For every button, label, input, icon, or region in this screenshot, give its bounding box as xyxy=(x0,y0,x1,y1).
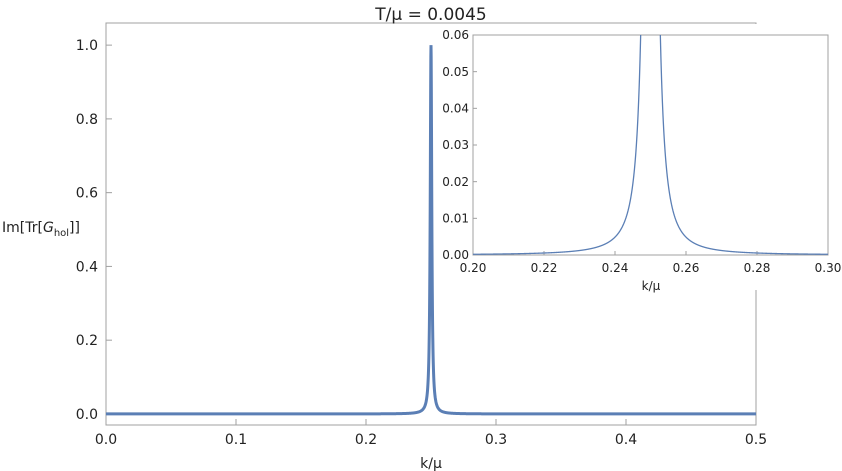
main-x-tick-label: 0.5 xyxy=(745,432,767,448)
inset-x-tick-label: 0.20 xyxy=(460,261,487,275)
inset-y-tick-label: 0.01 xyxy=(442,212,469,226)
main-y-axis-label: Im[Tr[Ghol]] xyxy=(2,220,80,239)
inset-y-tick-label: 0.04 xyxy=(442,102,469,116)
main-y-tick-label: 0.6 xyxy=(76,186,98,202)
inset-x-tick-label: 0.30 xyxy=(815,261,842,275)
inset-chart: 0.20 0.22 0.24 0.26 0.28 0.30 0.000.010.020.0… xyxy=(442,24,842,293)
inset-y-tick-label: 0.06 xyxy=(442,28,469,42)
inset-x-tick-label: 0.28 xyxy=(744,261,771,275)
inset-plot-frame xyxy=(472,34,829,256)
main-y-tick-label: 0.4 xyxy=(76,259,98,275)
inset-y-tick-label: 0.05 xyxy=(442,65,469,79)
main-x-tick-label: 0.2 xyxy=(355,432,377,448)
main-x-axis-label: k/μ xyxy=(420,456,442,471)
main-series-line xyxy=(106,45,756,416)
main-y-tick-label: 0.8 xyxy=(76,112,98,128)
inset-y-axis: 0.00 0.01 0.02 0.03 0.04 0.05 0.06 xyxy=(442,28,477,262)
main-y-tick-label: 1.0 xyxy=(76,38,98,54)
inset-x-axis-label: k/μ xyxy=(642,279,661,293)
inset-x-tick-label: 0.24 xyxy=(602,261,629,275)
inset-x-axis: 0.20 0.22 0.24 0.26 0.28 0.30 xyxy=(460,251,842,275)
main-y-axis: 0.0 0.2 0.4 0.6 0.8 1.0 xyxy=(76,38,112,423)
main-chart-title: T/μ = 0.0045 xyxy=(374,5,486,25)
main-x-axis: 0.0 0.1 0.2 0.3 0.4 0.5 xyxy=(95,419,767,448)
inset-y-tick-label: 0.02 xyxy=(442,175,469,189)
inset-x-tick-label: 0.22 xyxy=(531,261,558,275)
main-x-tick-label: 0.3 xyxy=(485,432,507,448)
main-y-tick-label: 0.0 xyxy=(76,407,98,423)
inset-x-tick-label: 0.26 xyxy=(673,261,700,275)
main-x-tick-label: 0.4 xyxy=(615,432,637,448)
main-x-tick-label: 0.0 xyxy=(95,432,117,448)
inset-y-tick-label: 0.03 xyxy=(442,138,469,152)
main-y-tick-label: 0.2 xyxy=(76,333,98,349)
inset-series-line xyxy=(473,35,828,255)
main-x-tick-label: 0.1 xyxy=(225,432,247,448)
inset-y-tick-label: 0.00 xyxy=(442,248,469,262)
